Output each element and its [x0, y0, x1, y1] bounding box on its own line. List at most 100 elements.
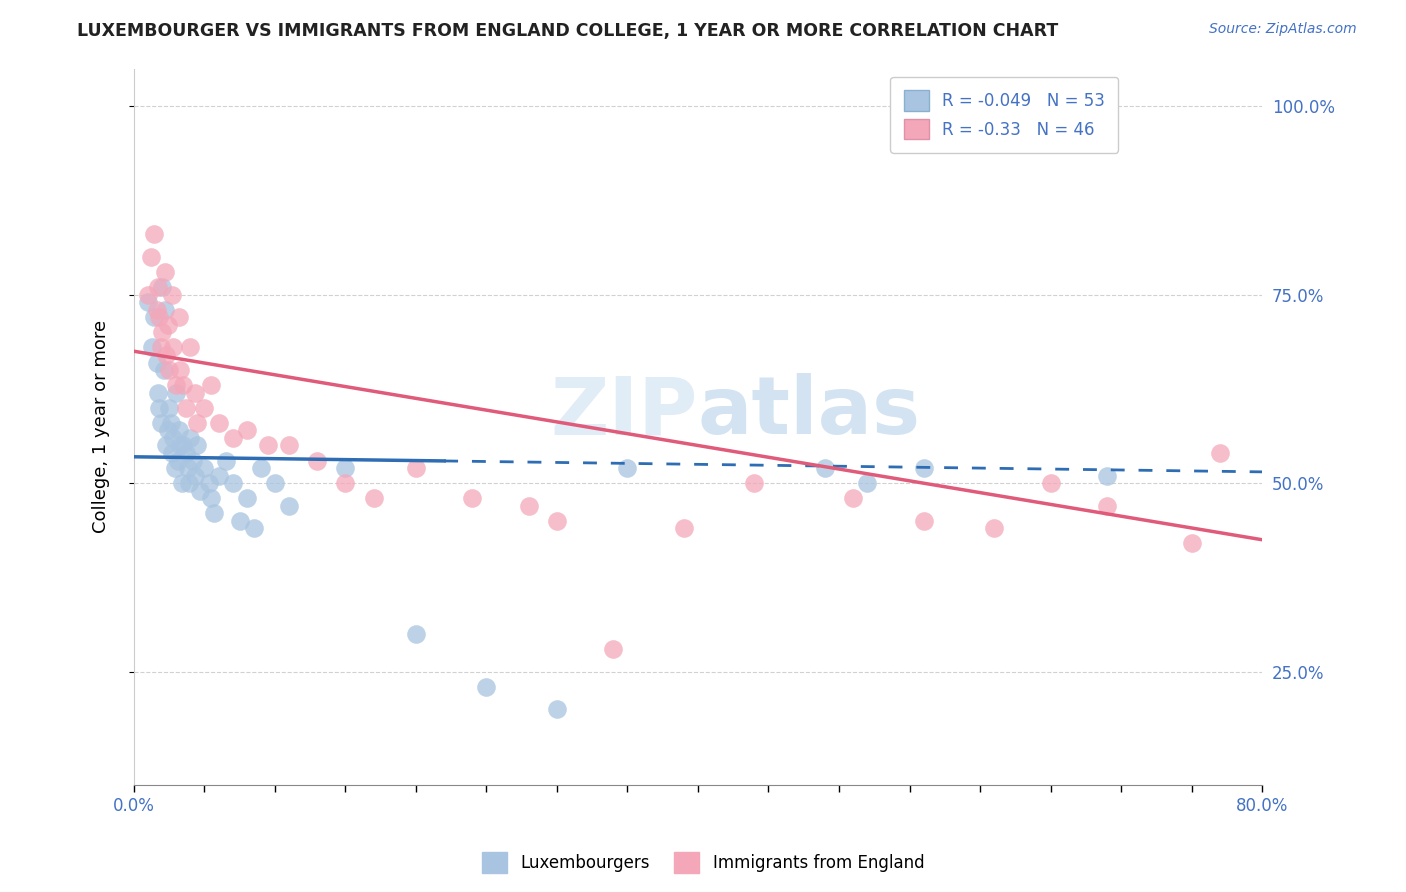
Point [150, 280, 173, 294]
Point [221, 431, 243, 445]
Point [183, 385, 205, 400]
Point [200, 378, 222, 392]
Point [153, 265, 176, 279]
Point [155, 438, 177, 452]
Point [616, 461, 638, 475]
Point [221, 476, 243, 491]
Point [186, 438, 208, 452]
Point [172, 438, 194, 452]
Point [160, 287, 183, 301]
Point [156, 424, 179, 438]
Point [264, 476, 287, 491]
Point [983, 521, 1005, 535]
Point [912, 514, 935, 528]
Point [257, 438, 280, 452]
Point [278, 499, 301, 513]
Point [152, 363, 174, 377]
Text: ZIP: ZIP [551, 374, 697, 451]
Point [200, 491, 222, 506]
Point [163, 461, 186, 475]
Text: atlas: atlas [697, 374, 921, 451]
Point [461, 491, 484, 506]
Point [1039, 476, 1062, 491]
Point [202, 506, 225, 520]
Point [235, 424, 257, 438]
Point [160, 446, 183, 460]
Point [335, 461, 357, 475]
Point [207, 416, 229, 430]
Point [162, 341, 184, 355]
Point [157, 363, 180, 377]
Point [183, 468, 205, 483]
Point [179, 431, 201, 445]
Point [235, 491, 257, 506]
Point [912, 461, 935, 475]
Legend: R = -0.049   N = 53, R = -0.33   N = 46: R = -0.049 N = 53, R = -0.33 N = 46 [890, 77, 1118, 153]
Point [814, 461, 837, 475]
Point [335, 476, 357, 491]
Point [162, 431, 184, 445]
Text: LUXEMBOURGER VS IMMIGRANTS FROM ENGLAND COLLEGE, 1 YEAR OR MORE CORRELATION CHAR: LUXEMBOURGER VS IMMIGRANTS FROM ENGLAND … [77, 22, 1059, 40]
Point [1180, 536, 1202, 550]
Point [146, 280, 169, 294]
Point [157, 401, 180, 415]
Legend: Luxembourgers, Immigrants from England: Luxembourgers, Immigrants from England [475, 846, 931, 880]
Point [150, 326, 173, 340]
Point [165, 385, 187, 400]
Point [188, 483, 211, 498]
Point [146, 385, 169, 400]
Point [744, 476, 766, 491]
Point [517, 499, 540, 513]
Point [193, 461, 215, 475]
Point [155, 348, 177, 362]
Point [176, 461, 198, 475]
Point [1209, 446, 1232, 460]
Point [167, 310, 190, 325]
Point [149, 341, 172, 355]
Point [1095, 499, 1118, 513]
Point [142, 227, 165, 242]
Point [169, 438, 191, 452]
Point [148, 310, 170, 325]
Point [672, 521, 695, 535]
Point [475, 680, 498, 694]
Point [177, 476, 200, 491]
Point [243, 521, 266, 535]
Point [172, 378, 194, 392]
Point [145, 355, 167, 369]
Point [186, 416, 208, 430]
Point [405, 627, 427, 641]
Point [179, 341, 201, 355]
Y-axis label: College, 1 year or more: College, 1 year or more [93, 320, 110, 533]
Point [148, 401, 170, 415]
Point [1095, 468, 1118, 483]
Text: Source: ZipAtlas.com: Source: ZipAtlas.com [1209, 22, 1357, 37]
Point [250, 461, 273, 475]
Point [145, 302, 167, 317]
Point [139, 250, 162, 264]
Point [193, 401, 215, 415]
Point [546, 702, 568, 716]
Point [136, 287, 159, 301]
Point [170, 476, 193, 491]
Point [142, 310, 165, 325]
Point [159, 416, 181, 430]
Point [156, 318, 179, 332]
Point [167, 424, 190, 438]
Point [228, 514, 250, 528]
Point [141, 341, 163, 355]
Point [174, 401, 197, 415]
Point [136, 295, 159, 310]
Point [214, 453, 236, 467]
Point [165, 378, 187, 392]
Point [166, 453, 188, 467]
Point [197, 476, 219, 491]
Point [363, 491, 385, 506]
Point [153, 302, 176, 317]
Point [856, 476, 879, 491]
Point [278, 438, 301, 452]
Point [842, 491, 865, 506]
Point [207, 468, 229, 483]
Point [174, 446, 197, 460]
Point [307, 453, 329, 467]
